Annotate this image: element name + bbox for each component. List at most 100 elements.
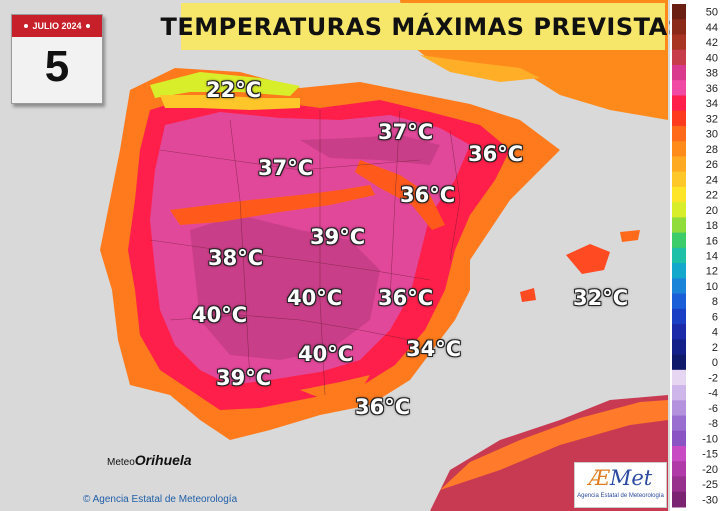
legend-swatch (672, 339, 686, 356)
temp-label-aragon: 36°C (468, 142, 524, 166)
legend-swatch (672, 476, 686, 493)
legend-label: 4 (712, 327, 718, 339)
legend-swatch (672, 369, 686, 386)
legend-label: -8 (708, 418, 718, 430)
legend-label: 26 (706, 159, 718, 171)
legend-swatch (672, 293, 686, 310)
date-calendar: JULIO 2024 5 (11, 14, 103, 104)
temperature-map: 22°C 37°C 36°C 37°C 36°C 39°C 38°C 40°C … (83, 0, 668, 511)
legend-label: 28 (706, 144, 718, 156)
central-system (170, 185, 375, 225)
legend-label: -6 (708, 403, 718, 415)
legend-swatch (672, 461, 686, 478)
legend-label: 38 (706, 68, 718, 80)
mallorca (566, 244, 610, 274)
legend-swatch (672, 354, 686, 371)
meteorihuela-logo: MeteoOrihuela (107, 452, 192, 468)
legend-swatch (672, 491, 686, 508)
legend-label: -25 (702, 479, 718, 491)
legend-label: -4 (708, 388, 718, 400)
aemet-logo: ÆMet Agencia Estatal de Meteorología (574, 462, 667, 508)
legend-label: -20 (702, 464, 718, 476)
legend-label: -2 (708, 372, 718, 384)
temp-label-extremadura-norte: 38°C (208, 246, 264, 270)
legend-swatch (672, 141, 686, 157)
legend-label: 50 (706, 7, 718, 19)
temp-label-badajoz: 40°C (192, 303, 248, 327)
temp-label-ciudad-real: 40°C (287, 286, 343, 310)
temp-label-rioja: 37°C (378, 120, 434, 144)
legend-swatch (672, 110, 686, 127)
legend-label: 40 (706, 52, 718, 64)
color-legend: 50 44 42 40 38 36 34 32 30 28 26 24 22 20 18 16 14 12 10 8 6… (670, 0, 720, 511)
legend-swatch (672, 125, 686, 142)
legend-swatch (672, 415, 686, 432)
map-canvas (100, 0, 668, 511)
copyright-text: © Agencia Estatal de Meteorología (83, 494, 237, 505)
legend-swatch (672, 202, 686, 218)
calendar-day: 5 (44, 42, 70, 91)
legend-label: 30 (706, 129, 718, 141)
legend-swatch (672, 385, 686, 401)
legend-swatch (672, 247, 686, 264)
france-cool-area (420, 55, 540, 82)
temp-label-baleares: 32°C (573, 286, 629, 310)
menorca (620, 230, 640, 242)
peninsula-core (190, 215, 380, 360)
calendar-header: JULIO 2024 (12, 15, 102, 37)
legend-label: 10 (706, 281, 718, 293)
legend-label: 22 (706, 190, 718, 202)
page-title: TEMPERATURAS MÁXIMAS PREVISTAS (160, 12, 686, 41)
legend-swatch (672, 324, 686, 340)
temp-label-almeria: 36°C (355, 395, 411, 419)
legend-swatch (672, 64, 686, 81)
copyright-label: Agencia Estatal de Meteorología (92, 494, 238, 505)
temp-label-cordoba: 40°C (298, 342, 354, 366)
legend-label: 44 (706, 22, 718, 34)
legend-swatch (672, 430, 686, 447)
ibiza (520, 288, 536, 302)
legend-swatch (672, 217, 686, 234)
legend-swatch (672, 400, 686, 417)
temp-label-teruel: 36°C (400, 183, 456, 207)
calendar-month: JULIO 2024 (32, 21, 82, 31)
legend-label: 16 (706, 235, 718, 247)
legend-swatch (672, 171, 686, 188)
legend-label: 24 (706, 174, 718, 186)
temp-label-murcia: 34°C (406, 337, 462, 361)
copyright-icon: © (83, 494, 91, 505)
legend-scale: 5044424038363432302826242220181614121086… (672, 4, 718, 508)
province-borders (149, 109, 461, 396)
cantabrian-mountains (160, 95, 300, 110)
sierra-nevada (300, 375, 370, 398)
legend-label: 8 (712, 296, 718, 308)
ebro-valley (300, 135, 440, 165)
legend-label: -15 (702, 449, 718, 461)
legend-swatch (672, 446, 686, 462)
legend-swatch (672, 95, 686, 112)
africa-coast (440, 400, 668, 490)
legend-label: -10 (702, 433, 718, 445)
legend-swatch (672, 186, 686, 203)
legend-label: 12 (706, 266, 718, 278)
legend-swatch (672, 278, 686, 295)
cantabrian-coast (150, 72, 300, 98)
legend-swatch (672, 4, 686, 20)
legend-label: 18 (706, 220, 718, 232)
legend-swatch (672, 308, 686, 325)
legend-label: 0 (712, 357, 718, 369)
legend-label: 2 (712, 342, 718, 354)
legend-swatch (672, 156, 686, 173)
legend-label: 34 (706, 98, 718, 110)
legend-swatch (672, 34, 686, 51)
temp-label-cantabrico: 22°C (206, 78, 262, 102)
legend-swatch (672, 49, 686, 66)
legend-label: 20 (706, 205, 718, 217)
legend-label: 32 (706, 113, 718, 125)
legend-label: 36 (706, 83, 718, 95)
legend-label: 14 (706, 251, 718, 263)
temp-label-valladolid: 37°C (258, 156, 314, 180)
iberian-system (355, 160, 445, 230)
title-banner: TEMPERATURAS MÁXIMAS PREVISTAS (161, 3, 685, 50)
legend-swatch (672, 232, 686, 249)
